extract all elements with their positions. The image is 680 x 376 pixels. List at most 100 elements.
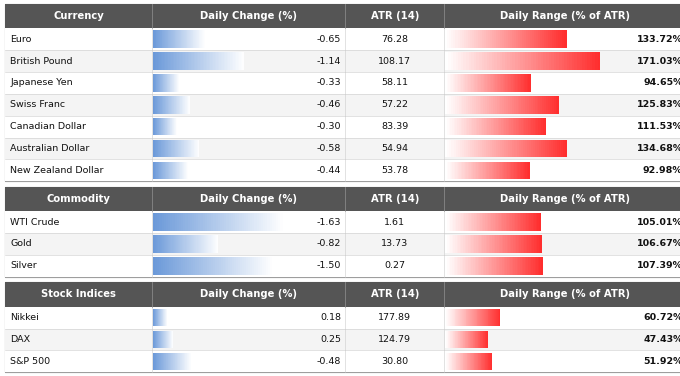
Bar	[447, 118, 449, 135]
Bar	[539, 140, 541, 157]
Bar	[169, 353, 170, 370]
Bar	[498, 235, 500, 253]
Bar	[228, 52, 230, 70]
Bar	[168, 235, 169, 253]
Bar	[170, 140, 171, 157]
Bar	[272, 214, 274, 231]
Text: ATR (14): ATR (14)	[371, 194, 419, 204]
Bar	[462, 257, 463, 274]
Bar	[154, 235, 155, 253]
Bar	[494, 74, 496, 92]
Bar	[486, 30, 488, 48]
Bar	[491, 74, 492, 92]
Bar	[496, 118, 498, 135]
Bar	[184, 30, 185, 48]
Bar	[543, 140, 545, 157]
Bar	[530, 235, 532, 253]
Bar	[169, 257, 171, 274]
Bar	[468, 235, 470, 253]
Bar	[530, 74, 531, 92]
Bar	[531, 257, 533, 274]
Bar	[220, 257, 222, 274]
Bar	[165, 353, 166, 370]
Bar	[474, 96, 476, 114]
Text: 106.67%: 106.67%	[636, 240, 680, 249]
Bar	[183, 140, 184, 157]
Bar	[487, 74, 488, 92]
Bar	[496, 162, 497, 179]
Bar	[216, 214, 218, 231]
Bar	[447, 257, 449, 274]
Bar	[477, 74, 478, 92]
Bar	[541, 96, 542, 114]
Bar	[449, 118, 451, 135]
Bar	[520, 74, 521, 92]
Bar	[462, 331, 463, 348]
Text: -0.65: -0.65	[317, 35, 341, 44]
Bar	[455, 353, 456, 370]
Bar	[480, 309, 481, 326]
Bar	[523, 235, 524, 253]
Bar	[473, 331, 474, 348]
Bar	[536, 214, 537, 231]
Bar	[500, 52, 503, 70]
Bar	[193, 235, 194, 253]
Bar	[539, 257, 541, 274]
Bar	[210, 52, 212, 70]
Bar	[457, 74, 458, 92]
Bar	[496, 140, 498, 157]
Bar	[464, 309, 466, 326]
Bar	[483, 309, 484, 326]
Bar	[477, 52, 479, 70]
Bar	[483, 30, 486, 48]
Bar	[447, 331, 448, 348]
Bar	[512, 214, 513, 231]
Bar	[228, 214, 231, 231]
Bar	[523, 118, 524, 135]
Bar	[191, 257, 193, 274]
Bar	[220, 52, 221, 70]
Bar	[470, 257, 471, 274]
Bar	[566, 52, 569, 70]
Bar	[445, 162, 447, 179]
Bar	[472, 140, 474, 157]
Bar	[543, 52, 546, 70]
Text: -0.82: -0.82	[317, 240, 341, 249]
Bar	[259, 214, 261, 231]
Bar	[481, 118, 483, 135]
Text: -0.33: -0.33	[317, 79, 341, 88]
Bar	[450, 331, 452, 348]
Bar	[500, 162, 502, 179]
Text: 1.61: 1.61	[384, 218, 405, 227]
Bar	[536, 235, 537, 253]
Bar	[452, 257, 454, 274]
Bar	[534, 30, 537, 48]
Bar	[504, 30, 506, 48]
Bar	[461, 331, 462, 348]
Bar	[494, 140, 496, 157]
Bar	[467, 331, 468, 348]
Bar	[158, 353, 159, 370]
Bar	[163, 30, 165, 48]
Bar	[451, 52, 453, 70]
Bar	[199, 235, 200, 253]
Bar	[550, 30, 552, 48]
Bar	[494, 214, 496, 231]
Bar	[537, 140, 539, 157]
Bar	[460, 353, 461, 370]
Bar	[454, 257, 455, 274]
Bar	[163, 257, 165, 274]
Bar	[513, 140, 515, 157]
Bar	[211, 257, 213, 274]
Bar	[170, 353, 171, 370]
Bar	[504, 74, 505, 92]
Bar	[449, 140, 452, 157]
Bar	[165, 257, 167, 274]
Text: 107.39%: 107.39%	[636, 261, 680, 270]
Bar	[453, 331, 454, 348]
Text: 51.92%: 51.92%	[643, 357, 680, 366]
Bar	[559, 140, 561, 157]
Bar	[202, 235, 203, 253]
Bar	[161, 353, 162, 370]
Bar	[222, 52, 224, 70]
